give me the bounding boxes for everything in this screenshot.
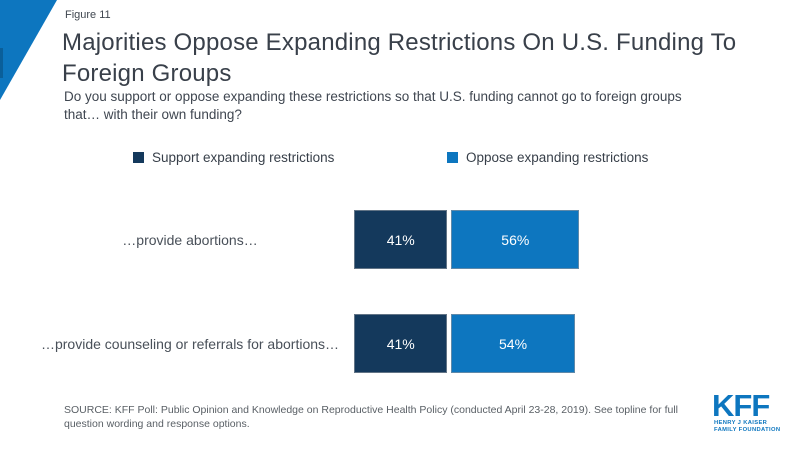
legend-swatch-support-icon: [133, 152, 144, 163]
oppose-bar-value-label: 56%: [501, 231, 530, 248]
kff-logo: KFF HENRY J KAISER FAMILY FOUNDATION: [712, 388, 782, 433]
support-bar-value-label: 41%: [386, 231, 415, 248]
kff-logo-text: KFF: [712, 388, 770, 423]
source-note: SOURCE: KFF Poll: Public Opinion and Kno…: [64, 404, 678, 430]
kff-logo-subline2: FAMILY FOUNDATION: [714, 426, 781, 433]
oppose-bar-row1: 56%: [451, 210, 580, 269]
oppose-bar-row2: 54%: [451, 314, 575, 373]
category-label: …provide abortions…: [122, 232, 258, 248]
legend-item-support: Support expanding restrictions: [133, 150, 334, 165]
bar-group-row2: 41% 54%: [354, 314, 575, 373]
support-bar-value-label: 41%: [386, 335, 415, 352]
legend-item-oppose: Oppose expanding restrictions: [447, 150, 648, 165]
page-title: Majorities Oppose Expanding Restrictions…: [62, 29, 737, 87]
legend-label-support: Support expanding restrictions: [152, 150, 335, 165]
kff-logo-subline1: HENRY J KAISER: [714, 420, 768, 426]
corner-triangle-main: [0, 0, 57, 100]
corner-triangle-dark-sliver: [0, 48, 3, 78]
support-bar-row1: 41%: [354, 210, 448, 269]
chart-question-subtitle: Do you support or oppose expanding these…: [64, 89, 682, 122]
support-bar-row2: 41%: [354, 314, 448, 373]
figure-label: Figure 11: [65, 9, 111, 21]
corner-triangle-decoration: [0, 0, 57, 100]
legend-swatch-oppose-icon: [447, 152, 458, 163]
oppose-bar-value-label: 54%: [499, 335, 528, 352]
category-label: …provide counseling or referrals for abo…: [40, 336, 340, 352]
bar-group-row1: 41% 56%: [354, 210, 580, 269]
legend-label-oppose: Oppose expanding restrictions: [466, 150, 649, 165]
